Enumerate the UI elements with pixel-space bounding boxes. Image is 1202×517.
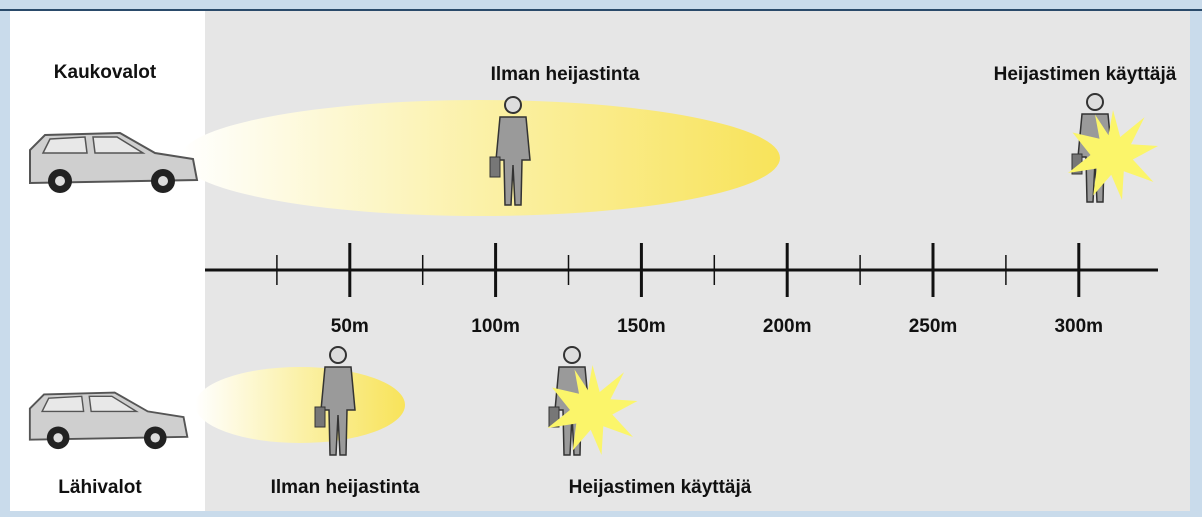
scale-label: 200m xyxy=(763,316,812,337)
without-reflector-label: Ilman heijastinta xyxy=(271,477,420,498)
with-reflector-label: Heijastimen käyttäjä xyxy=(994,64,1177,85)
scale-label: 100m xyxy=(471,316,520,337)
scale-label: 250m xyxy=(909,316,958,337)
high-beam-label: Kaukovalot xyxy=(54,62,157,83)
scale: 50m 100m 150m 200m 250m 300m xyxy=(276,243,1103,337)
high-beam xyxy=(180,100,780,216)
without-reflector-label: Ilman heijastinta xyxy=(491,64,640,85)
scale-label: 300m xyxy=(1054,316,1103,337)
scale-label: 150m xyxy=(617,316,666,337)
scale-label: 50m xyxy=(331,316,369,337)
low-beam-label: Lähivalot xyxy=(58,477,142,498)
low-beam xyxy=(195,367,405,443)
with-reflector-label: Heijastimen käyttäjä xyxy=(569,477,752,498)
